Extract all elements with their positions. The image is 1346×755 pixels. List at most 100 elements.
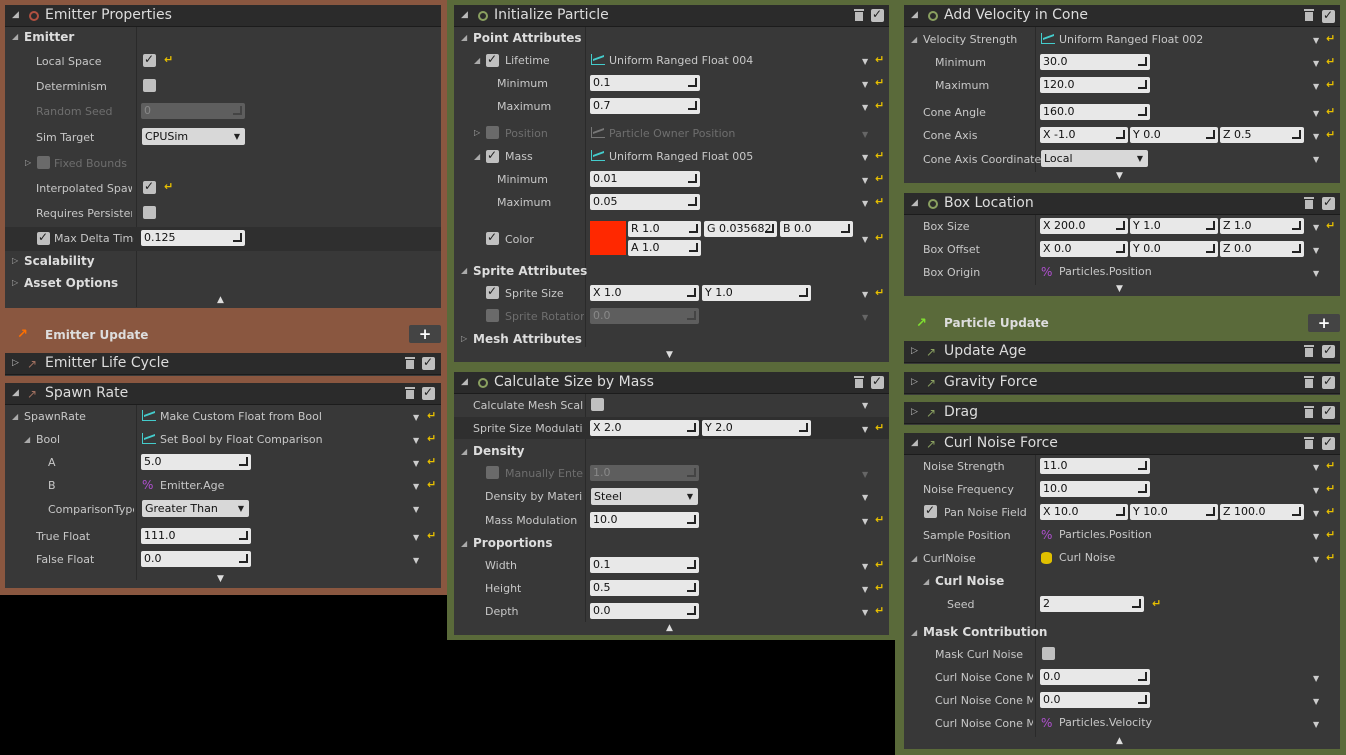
sim-target-select[interactable]: CPUSim xyxy=(142,128,245,145)
reset-arrow-icon[interactable]: ↵ xyxy=(1152,597,1162,610)
expand-icon[interactable]: ▷ xyxy=(911,377,918,387)
collapse-icon[interactable]: ◢ xyxy=(911,10,918,20)
cone-angle-input[interactable]: 160.0 xyxy=(1040,104,1150,120)
collapse-icon[interactable]: ◢ xyxy=(911,438,918,448)
sprite-size-x-input[interactable]: X 1.0 xyxy=(590,285,699,301)
collapse-icon[interactable]: ◢ xyxy=(474,56,481,65)
chevron-down-icon[interactable]: ▼ xyxy=(1313,82,1320,91)
mass-checkbox[interactable] xyxy=(486,148,499,163)
expand-icon[interactable]: ▷ xyxy=(25,158,32,167)
reset-arrow-icon[interactable]: ↵ xyxy=(1326,78,1336,91)
collapse-icon[interactable]: ◢ xyxy=(461,266,468,275)
chevron-down-icon[interactable]: ▼ xyxy=(862,608,869,617)
panel-header[interactable]: ◢ Box Location xyxy=(904,193,1340,215)
sprite-size-y-input[interactable]: Y 1.0 xyxy=(702,285,811,301)
manual-entry-checkbox[interactable] xyxy=(486,466,499,479)
chevron-down-icon[interactable]: ▼ xyxy=(1313,36,1320,45)
chevron-down-icon[interactable]: ▼ xyxy=(862,57,869,66)
reset-arrow-icon[interactable]: ↵ xyxy=(1326,128,1336,141)
cone-axis-coord-select[interactable]: Local xyxy=(1041,150,1148,167)
cone-axis-x-input[interactable]: X -1.0 xyxy=(1040,127,1128,143)
ssm-x-input[interactable]: X 2.0 xyxy=(590,420,699,436)
chevron-down-icon[interactable]: ▼ xyxy=(1313,269,1320,278)
sprite-size-checkbox[interactable] xyxy=(486,284,499,299)
box-offset-x-input[interactable]: X 0.0 xyxy=(1040,241,1128,257)
panel-header[interactable]: ▷ ↗ Gravity Force xyxy=(904,372,1340,394)
reset-arrow-icon[interactable]: ↵ xyxy=(1326,105,1336,118)
local-space-checkbox[interactable] xyxy=(143,52,156,67)
seed-input[interactable]: 2 xyxy=(1040,596,1144,612)
panel-header[interactable]: ▷ ↗ Drag xyxy=(904,402,1340,424)
chevron-down-icon[interactable]: ▼ xyxy=(413,556,420,565)
chevron-down-icon[interactable]: ▼ xyxy=(1313,674,1320,683)
color-a-input[interactable]: A 1.0 xyxy=(628,240,701,256)
reset-arrow-icon[interactable]: ↵ xyxy=(875,172,885,185)
collapse-icon[interactable]: ◢ xyxy=(461,10,468,20)
chevron-down-icon[interactable]: ▼ xyxy=(413,413,420,422)
max-delta-checkbox[interactable] xyxy=(37,230,50,245)
expand-icon[interactable]: ▷ xyxy=(12,278,19,287)
velocity-min-input[interactable]: 30.0 xyxy=(1040,54,1150,70)
a-input[interactable]: 5.0 xyxy=(141,454,251,470)
box-offset-y-input[interactable]: Y 0.0 xyxy=(1130,241,1218,257)
collapse-arrow-icon[interactable]: ▼ xyxy=(217,574,224,584)
lifetime-max-input[interactable]: 0.7 xyxy=(590,98,700,114)
ssm-y-input[interactable]: Y 2.0 xyxy=(702,420,811,436)
color-g-input[interactable]: G 0.035682 xyxy=(704,221,777,237)
panel-header[interactable]: ▷ ↗ Update Age xyxy=(904,341,1340,363)
cone-axis-z-input[interactable]: Z 0.5 xyxy=(1220,127,1304,143)
box-origin-value[interactable]: Particles.Position xyxy=(1059,265,1152,278)
reset-arrow-icon[interactable]: ↵ xyxy=(1326,551,1336,564)
trash-icon[interactable] xyxy=(405,357,415,369)
calc-mesh-scale-checkbox[interactable] xyxy=(591,398,604,411)
chevron-down-icon[interactable]: ▼ xyxy=(1313,720,1320,729)
trash-icon[interactable] xyxy=(1304,345,1314,357)
lifetime-value[interactable]: Uniform Ranged Float 004 xyxy=(609,54,754,67)
collapse-icon[interactable]: ◢ xyxy=(474,152,481,161)
collapse-icon[interactable]: ◢ xyxy=(461,539,468,548)
expand-icon[interactable]: ▷ xyxy=(12,256,19,265)
collapse-arrow-icon[interactable]: ▼ xyxy=(1116,284,1123,294)
trash-icon[interactable] xyxy=(1304,376,1314,388)
trash-icon[interactable] xyxy=(1304,406,1314,418)
chevron-down-icon[interactable]: ▼ xyxy=(862,103,869,112)
chevron-down-icon[interactable]: ▼ xyxy=(1313,509,1320,518)
reset-arrow-icon[interactable]: ↵ xyxy=(1326,32,1336,45)
chevron-down-icon[interactable]: ▼ xyxy=(862,176,869,185)
chevron-down-icon[interactable]: ▼ xyxy=(413,482,420,491)
chevron-down-icon[interactable]: ▼ xyxy=(1313,59,1320,68)
enable-checkbox[interactable] xyxy=(871,374,884,389)
position-value[interactable]: Particle Owner Position xyxy=(609,127,736,140)
interpolated-spawn-checkbox[interactable] xyxy=(143,179,156,194)
density-material-select[interactable]: Steel xyxy=(591,488,698,505)
reset-arrow-icon[interactable]: ↵ xyxy=(1326,55,1336,68)
section-mesh-attributes[interactable]: Mesh Attributes xyxy=(473,332,582,346)
velocity-max-input[interactable]: 120.0 xyxy=(1040,77,1150,93)
noise-frequency-input[interactable]: 10.0 xyxy=(1040,481,1150,497)
chevron-down-icon[interactable]: ▼ xyxy=(1313,555,1320,564)
mass-value[interactable]: Uniform Ranged Float 005 xyxy=(609,150,754,163)
curlnoise-value[interactable]: Curl Noise xyxy=(1059,551,1116,564)
chevron-down-icon[interactable]: ▼ xyxy=(862,470,869,479)
chevron-down-icon[interactable]: ▼ xyxy=(1313,486,1320,495)
add-module-button[interactable]: + xyxy=(1308,314,1340,332)
curl-cone-1-input[interactable]: 0.0 xyxy=(1040,669,1150,685)
add-module-button[interactable]: + xyxy=(409,325,441,343)
reset-arrow-icon[interactable]: ↵ xyxy=(1326,459,1336,472)
chevron-down-icon[interactable]: ▼ xyxy=(862,493,869,502)
lifetime-checkbox[interactable] xyxy=(486,52,499,67)
chevron-down-icon[interactable]: ▼ xyxy=(1313,109,1320,118)
collapse-icon[interactable]: ◢ xyxy=(12,10,19,20)
enable-checkbox[interactable] xyxy=(871,7,884,22)
section-asset-options[interactable]: Asset Options xyxy=(24,276,119,290)
trash-icon[interactable] xyxy=(1304,9,1314,21)
chevron-down-icon[interactable]: ▼ xyxy=(1313,223,1320,232)
section-scalability[interactable]: Scalability xyxy=(24,254,95,268)
false-float-input[interactable]: 0.0 xyxy=(141,551,251,567)
pan-noise-checkbox[interactable] xyxy=(924,503,937,518)
pan-noise-z-input[interactable]: Z 100.0 xyxy=(1220,504,1304,520)
chevron-down-icon[interactable]: ▼ xyxy=(413,505,420,514)
mask-curl-noise-checkbox[interactable] xyxy=(1042,647,1055,660)
enable-checkbox[interactable] xyxy=(1322,435,1335,450)
reset-arrow-icon[interactable]: ↵ xyxy=(875,231,885,244)
